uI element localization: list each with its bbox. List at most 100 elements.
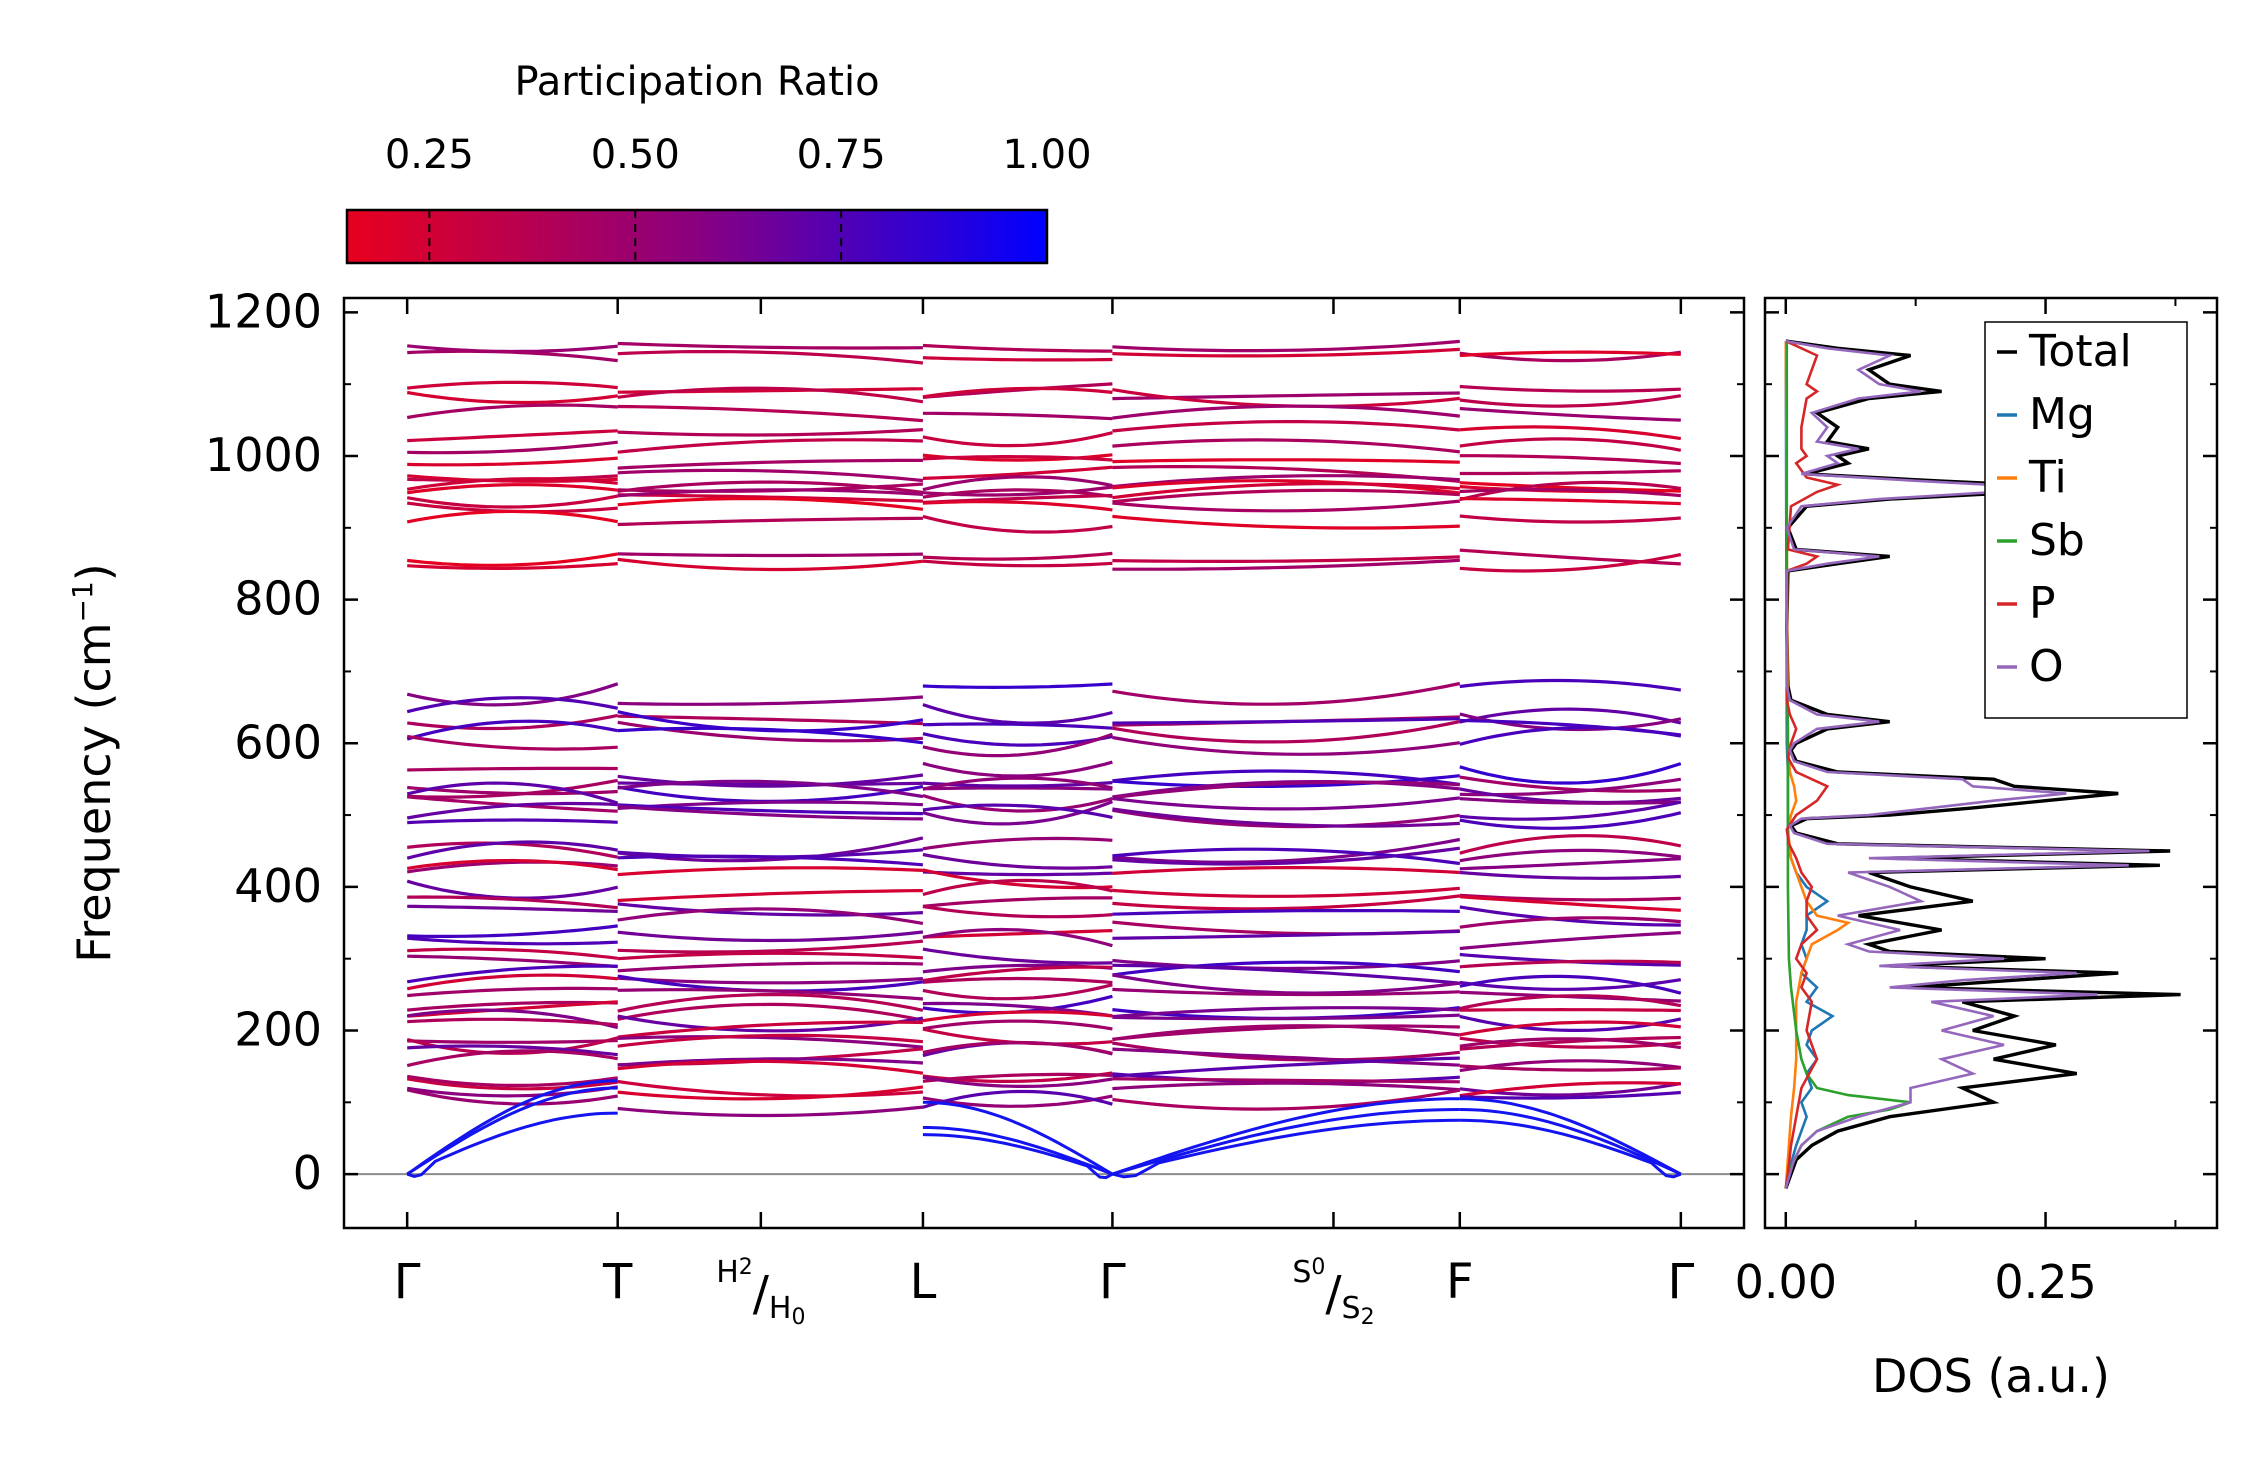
band-line	[1112, 909, 1460, 916]
high-symmetry-label: Γ	[1099, 1254, 1126, 1310]
band-line	[1459, 775, 1681, 793]
band-line	[1112, 339, 1460, 353]
band-line	[406, 509, 618, 524]
band-line	[1112, 808, 1461, 829]
band-line	[922, 703, 1113, 725]
acoustic-branch	[1459, 1118, 1682, 1179]
band-line	[1112, 1047, 1460, 1067]
band-line	[407, 562, 618, 570]
band-line	[617, 866, 923, 877]
band-line	[1459, 905, 1681, 927]
split-label-left: H	[716, 1255, 739, 1290]
high-symmetry-label: T	[602, 1254, 633, 1310]
band-line	[406, 719, 619, 741]
colorbar-tick-label: 1.00	[1002, 132, 1091, 178]
band-line	[407, 456, 618, 467]
band-line	[406, 801, 618, 820]
acoustic-branch	[922, 1126, 1113, 1176]
band-line	[1112, 866, 1460, 875]
y-tick-label: 0	[293, 1146, 322, 1200]
band-line	[406, 1077, 618, 1091]
acoustic-branch	[406, 1111, 618, 1178]
band-line	[617, 714, 923, 726]
band-line	[406, 494, 618, 509]
band-line	[406, 483, 618, 495]
band-line	[617, 480, 924, 495]
band-line	[406, 734, 618, 751]
band-line	[407, 349, 618, 363]
dos-series-ti	[1784, 341, 1852, 1189]
band-line	[407, 766, 618, 772]
band-line	[1459, 350, 1681, 358]
band-line	[922, 465, 1113, 480]
band-line	[922, 836, 1113, 851]
split-label-left-sub: 0	[1311, 1255, 1325, 1280]
band-line	[406, 964, 618, 984]
band-line	[1459, 707, 1682, 725]
band-line	[1459, 1020, 1681, 1037]
band-line	[1112, 388, 1460, 408]
band-line	[406, 1088, 618, 1106]
colorbar-tick-label: 0.75	[797, 132, 886, 178]
band-line	[922, 455, 1113, 462]
band-line	[406, 840, 618, 860]
high-symmetry-label: F	[1446, 1254, 1474, 1310]
band-line	[922, 1019, 1113, 1031]
y-axis-label-close: )	[67, 563, 121, 581]
band-line	[922, 793, 1113, 813]
band-line	[617, 779, 924, 799]
acoustic-branch	[922, 1100, 1114, 1176]
band-line	[617, 404, 924, 423]
band-line	[617, 1085, 924, 1101]
band-line	[1112, 558, 1460, 571]
band-line	[406, 682, 619, 707]
band-line	[406, 403, 618, 420]
band-line	[617, 350, 924, 365]
split-path-label: S0/S2	[1292, 1255, 1374, 1330]
band-line	[922, 852, 1113, 870]
band-line	[922, 786, 1113, 791]
split-label-left: S	[1292, 1255, 1311, 1290]
dos-series-o	[1784, 339, 2150, 1189]
band-line	[1112, 1056, 1460, 1078]
band-line	[1459, 384, 1681, 393]
band-line	[922, 514, 1113, 534]
band-line	[406, 1074, 618, 1087]
band-line	[922, 904, 1113, 919]
band-line	[406, 390, 618, 405]
band-line	[617, 1079, 924, 1098]
band-line	[922, 896, 1113, 908]
band-line	[1459, 514, 1681, 524]
band-line	[1112, 807, 1460, 828]
dos-panel: 0.00 0.25 DOS (a.u.) Total Mg Ti Sb PO	[1735, 296, 2219, 1403]
band-line	[407, 904, 618, 913]
band-line	[617, 803, 923, 816]
band-line	[922, 500, 1113, 512]
band-line	[1112, 438, 1460, 454]
band-line	[922, 927, 1113, 948]
band-line	[1112, 1081, 1460, 1092]
acoustic-branch	[1112, 1118, 1460, 1179]
split-label-right-sub: 2	[1361, 1305, 1375, 1330]
band-line	[617, 930, 924, 943]
band-line	[1459, 1081, 1682, 1097]
legend-label-o: O	[2029, 641, 2064, 692]
band-line	[617, 552, 923, 558]
band-line	[922, 776, 1113, 791]
band-line	[922, 431, 1113, 448]
y-tick-label: 1000	[205, 428, 322, 482]
acoustic-branch	[1111, 1097, 1460, 1176]
band-line	[1112, 465, 1460, 483]
band-line	[1459, 1064, 1681, 1072]
colorbar-tick-label: 0.50	[591, 132, 680, 178]
y-tick-label: 800	[234, 572, 322, 626]
band-line	[407, 1044, 618, 1057]
band-line	[407, 429, 618, 443]
band-line	[1459, 488, 1681, 498]
band-line	[617, 854, 924, 867]
band-line	[1459, 870, 1681, 880]
band-line	[1459, 437, 1682, 452]
band-line	[1112, 886, 1460, 898]
high-symmetry-label: L	[910, 1254, 937, 1310]
dos-plot-frame	[1763, 296, 2219, 1230]
